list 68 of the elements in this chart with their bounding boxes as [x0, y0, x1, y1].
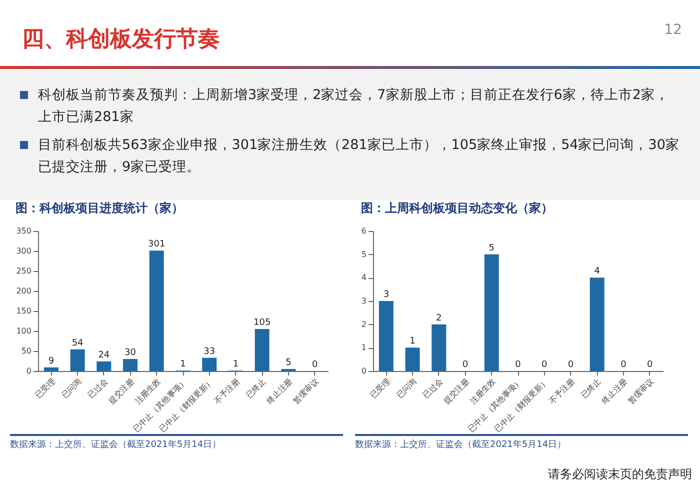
bar — [44, 367, 58, 371]
x-tick-label: 已受理 — [368, 376, 392, 400]
bar — [254, 329, 270, 371]
data-label: 0 — [312, 360, 318, 370]
y-tick-label: 350 — [16, 226, 32, 236]
data-label: 5 — [286, 358, 292, 368]
x-tick-label: 已问询 — [394, 376, 418, 400]
data-label: 1 — [180, 360, 186, 370]
x-tick-label: 不予注册 — [212, 376, 242, 406]
data-label: 24 — [98, 350, 110, 360]
data-label: 9 — [48, 356, 54, 366]
data-label: 0 — [568, 360, 574, 370]
data-label: 0 — [620, 360, 627, 370]
bar — [96, 361, 112, 371]
bar — [202, 358, 217, 371]
data-label: 0 — [646, 360, 653, 370]
y-tick-label: 300 — [16, 246, 32, 256]
bar — [149, 250, 164, 371]
y-tick-label: 4 — [361, 273, 366, 282]
bar — [484, 254, 499, 371]
bar — [70, 349, 85, 371]
x-tick-label: 暂缓审议 — [291, 376, 320, 406]
bar — [123, 359, 138, 371]
x-tick-label: 已终止 — [579, 376, 603, 400]
data-label: 2 — [436, 313, 442, 324]
x-tick-label: 不予注册 — [547, 376, 576, 406]
text: 目前科创板共563家企业申报，301家注册生效（281家已上市），105家终止审报，54家已问询，30家已提交注册，9家已受理。 — [38, 136, 680, 177]
x-tick-label: 已问询 — [60, 376, 84, 400]
bar — [405, 348, 420, 371]
y-tick-label: 3 — [361, 296, 366, 306]
text: 请务必阅读末页的免责声明 — [548, 466, 692, 483]
y-tick-label: 50 — [21, 346, 32, 356]
data-label: 1 — [410, 336, 416, 347]
y-tick-label: 100 — [16, 326, 32, 336]
y-tick-label: 150 — [16, 306, 32, 316]
text: 四、科创板发行节奏 — [22, 26, 220, 54]
text: 科创板当前节奏及预判：上周新增3家受理，2家过会，7家新股上市；目前正在发行6家，待上市2家，上市已满281家 — [38, 86, 670, 127]
data-label: 3 — [383, 290, 390, 300]
data-label: 0 — [541, 360, 548, 370]
chart-title: 图：科创板项目进度统计（家） — [16, 201, 184, 215]
data-label: 30 — [124, 348, 136, 358]
y-tick-label: 6 — [361, 226, 366, 236]
y-tick-label: 2 — [361, 320, 366, 329]
y-tick-label: 0 — [26, 366, 32, 376]
y-tick-label: 0 — [361, 366, 366, 376]
data-label: 4 — [594, 266, 600, 277]
data-label: 105 — [253, 318, 271, 328]
chart-title: 图：上周科创板项目动态变化（家） — [360, 201, 553, 215]
source-note: 数据来源：上交所、证监会（截至2021年5月14日） — [355, 434, 688, 451]
x-tick-label: 暂缓审议 — [626, 376, 656, 406]
data-label: 5 — [488, 243, 495, 254]
x-tick-label: 已终止 — [244, 376, 268, 400]
y-tick-label: 250 — [16, 266, 32, 276]
y-tick-label: 200 — [16, 286, 32, 296]
x-tick-label: 已受理 — [34, 376, 57, 400]
bar — [432, 324, 446, 371]
y-tick-label: 1 — [361, 343, 366, 352]
data-label: 1 — [232, 360, 239, 370]
data-label: 33 — [204, 346, 216, 357]
text: 12 — [664, 22, 682, 38]
y-tick-label: 5 — [361, 250, 366, 259]
source-note: 数据来源：上交所、证监会（截至2021年5月14日） — [10, 434, 343, 451]
data-label: 54 — [72, 338, 84, 348]
data-label: 0 — [462, 360, 468, 370]
bar — [590, 278, 604, 371]
data-label: 0 — [515, 360, 522, 370]
data-label: 301 — [148, 240, 166, 250]
bar — [378, 301, 394, 371]
